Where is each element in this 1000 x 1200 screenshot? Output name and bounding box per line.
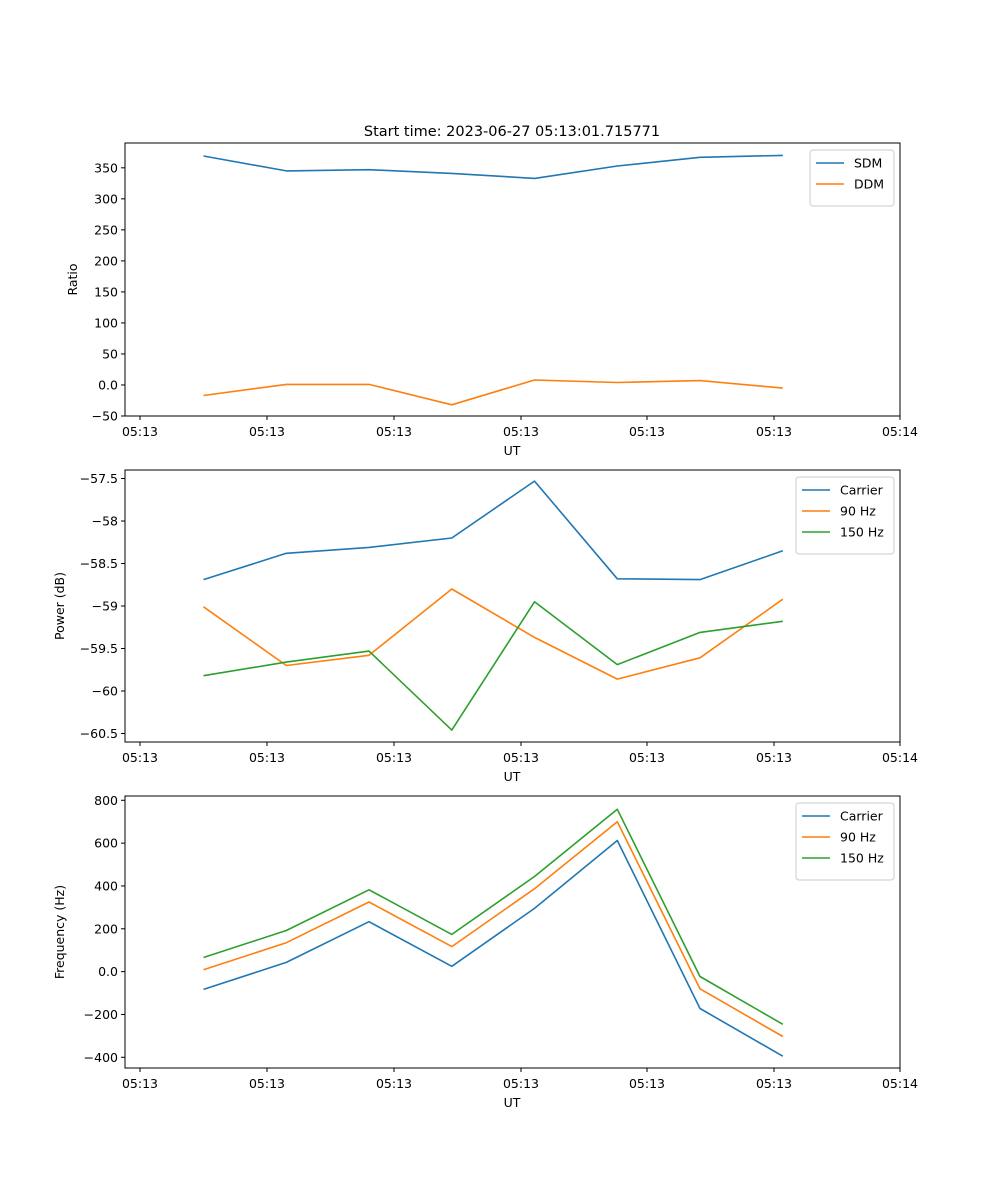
legend-label: 150 Hz (840, 525, 884, 540)
x-tick-label: 05:13 (756, 1076, 792, 1091)
y-tick-label: 800 (94, 793, 118, 808)
x-tick-label: 05:13 (122, 1076, 158, 1091)
y-axis-label: Power (dB) (52, 572, 67, 640)
series-line-150-hz (203, 808, 784, 1025)
x-tick-label: 05:13 (503, 424, 539, 439)
y-tick-label: 0.0 (98, 377, 118, 392)
legend-label: Carrier (840, 809, 884, 824)
x-tick-label: 05:13 (503, 1076, 539, 1091)
y-tick-label: −59 (92, 599, 118, 614)
y-tick-label: −58.5 (80, 556, 118, 571)
series-line-90-hz (203, 820, 784, 1038)
y-tick-label: −400 (84, 1050, 118, 1065)
y-tick-label: 200 (94, 921, 118, 936)
legend: Carrier 90 Hz 150 Hz (795, 802, 895, 881)
axes-frame (124, 142, 901, 417)
y-axis-label: Ratio (65, 263, 80, 295)
legend-label: SDM (854, 156, 882, 171)
x-tick-label: 05:13 (376, 424, 412, 439)
y-tick-label: 0.0 (98, 964, 118, 979)
x-tick-label: 05:13 (249, 1076, 285, 1091)
y-tick-label: 600 (94, 836, 118, 851)
x-tick-label: 05:14 (882, 1076, 918, 1091)
y-axis-label: Frequency (Hz) (52, 885, 67, 979)
y-tick-label: −60.5 (80, 726, 118, 741)
x-tick-label: 05:13 (629, 1076, 665, 1091)
legend: SDM DDM (809, 149, 895, 207)
series-line-carrier (203, 480, 784, 581)
y-tick-label: −57.5 (80, 471, 118, 486)
chart-panel-3: −400 −200 0.0 200 400 600 800 05:13 05:13 05:13 05… (52, 793, 918, 1110)
legend-box (809, 149, 895, 207)
x-axis-label: UT (504, 443, 521, 458)
x-tick-label: 05:13 (629, 424, 665, 439)
x-tick-label: 05:13 (122, 424, 158, 439)
y-tick-label: 150 (94, 284, 118, 299)
chart-panel-2: −60.5 −60 −59.5 −59 −58.5 −58 −57.5 05:13 05:13 0… (52, 469, 918, 784)
legend: Carrier 90 Hz 150 Hz (795, 476, 895, 555)
x-axis-label: UT (504, 1095, 521, 1110)
y-tick-label: 250 (94, 222, 118, 237)
y-tick-label: 50 (102, 346, 118, 361)
series-line-carrier (203, 839, 784, 1057)
y-tick-label: 350 (94, 160, 118, 175)
x-tick-label: 05:13 (122, 750, 158, 765)
series-line-sdm (203, 154, 783, 180)
x-tick-label: 05:13 (756, 424, 792, 439)
x-tick-label: 05:14 (882, 750, 918, 765)
x-axis-label: UT (504, 769, 521, 784)
x-tick-label: 05:13 (376, 750, 412, 765)
legend-label: 90 Hz (840, 830, 876, 845)
legend-label: Carrier (840, 483, 884, 498)
x-tick-label: 05:13 (249, 750, 285, 765)
series-line-ddm (203, 379, 783, 406)
y-tick-label: −58 (92, 514, 118, 529)
y-tick-label: −60 (92, 684, 118, 699)
y-tick-label: −200 (84, 1007, 118, 1022)
chart-panels: −50 0.0 50 100 150 200 250 300 350 05:13 05:13 05:1… (52, 142, 918, 1110)
chart-title: Start time: 2023-06-27 05:13:01.715771 (364, 124, 660, 140)
x-tick-label: 05:13 (249, 424, 285, 439)
legend-box (795, 802, 895, 881)
y-tick-label: 400 (94, 878, 118, 893)
y-tick-label: 100 (94, 315, 118, 330)
legend-box (795, 476, 895, 555)
x-tick-label: 05:13 (503, 750, 539, 765)
axes-frame (124, 469, 901, 743)
x-tick-label: 05:14 (882, 424, 918, 439)
x-tick-label: 05:13 (376, 1076, 412, 1091)
legend-label: DDM (854, 177, 884, 192)
y-tick-label: −50 (92, 409, 118, 424)
x-tick-label: 05:13 (756, 750, 792, 765)
y-tick-label: 300 (94, 191, 118, 206)
axes-frame (124, 795, 901, 1069)
legend-label: 90 Hz (840, 504, 876, 519)
x-tick-label: 05:13 (629, 750, 665, 765)
y-tick-label: −59.5 (80, 641, 118, 656)
series-line-150-hz (203, 600, 783, 731)
y-tick-label: 200 (94, 253, 118, 268)
chart-panel-1: −50 0.0 50 100 150 200 250 300 350 05:13 05:13 05:1… (65, 142, 918, 458)
series-line-90-hz (203, 588, 784, 680)
legend-label: 150 Hz (840, 851, 884, 866)
